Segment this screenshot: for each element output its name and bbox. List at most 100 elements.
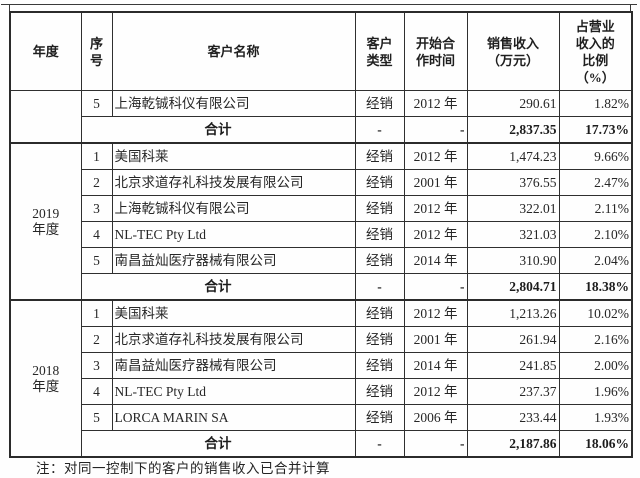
table-header-row: 年度 序 号 客户名称 客户 类型 开始合 作时间 销售收入 （万元） 占营业 … xyxy=(9,11,633,91)
cell-start-year: 2006 年 xyxy=(403,404,468,431)
header-seq: 序 号 xyxy=(80,11,113,91)
cell-seq: 3 xyxy=(80,352,113,379)
cell-year: 2018 年度 xyxy=(9,299,82,458)
cell-revenue: 1,474.23 xyxy=(466,142,560,170)
cell-start-year: 2014 年 xyxy=(403,247,468,274)
total-revenue: 2,837.35 xyxy=(466,116,560,144)
table-row: 5 南昌益灿医疗器械有限公司 经销 2014 年 310.90 2.04% xyxy=(10,247,633,274)
cell-customer-type: 经销 xyxy=(354,90,405,117)
cell-ratio: 1.93% xyxy=(558,404,633,431)
cell-seq: 5 xyxy=(80,404,113,431)
cell-revenue: 261.94 xyxy=(466,326,560,353)
cell-ratio: 2.10% xyxy=(558,221,633,248)
total-revenue: 2,804.71 xyxy=(466,273,560,301)
cell-customer-type: 经销 xyxy=(354,142,405,170)
cell-customer-name: 美国科莱 xyxy=(111,299,356,327)
table-row: 2 北京求道存礼科技发展有限公司 经销 2001 年 261.94 2.16% xyxy=(10,326,633,353)
cell-customer-type: 经销 xyxy=(354,195,405,222)
cell-ratio: 2.00% xyxy=(558,352,633,379)
table-left-border-fragment xyxy=(9,4,10,12)
cell-customer-name: NL-TEC Pty Ltd xyxy=(111,221,356,248)
total-type-dash: - xyxy=(354,430,405,458)
cell-seq: 4 xyxy=(80,221,113,248)
total-label: 合计 xyxy=(80,430,356,458)
cell-revenue: 322.01 xyxy=(466,195,560,222)
table-row: 2019 年度 1 美国科莱 经销 2012 年 1,474.23 9.66% xyxy=(9,142,633,301)
table-row: 5 上海乾铖科仪有限公司 经销 2012 年 290.61 1.82% xyxy=(9,90,633,144)
table-row: 3 南昌益灿医疗器械有限公司 经销 2014 年 241.85 2.00% xyxy=(10,352,633,379)
cell-customer-name: 北京求道存礼科技发展有限公司 xyxy=(111,169,356,196)
cell-start-year: 2014 年 xyxy=(403,352,468,379)
cell-ratio: 1.96% xyxy=(558,378,633,405)
header-revenue: 销售收入 （万元） xyxy=(466,11,560,91)
table-row: 3 上海乾铖科仪有限公司 经销 2012 年 322.01 2.11% xyxy=(10,195,633,222)
cell-seq: 5 xyxy=(80,90,113,117)
cell-customer-name: 南昌益灿医疗器械有限公司 xyxy=(111,247,356,274)
header-year: 年度 xyxy=(9,11,82,91)
table-note: 注：对同一控制下的客户的销售收入已合并计算 xyxy=(36,461,330,476)
cell-customer-type: 经销 xyxy=(354,247,405,274)
cell-customer-name: 北京求道存礼科技发展有限公司 xyxy=(111,326,356,353)
total-row: 合计 - -2,187.86 18.06% xyxy=(10,430,633,458)
cell-year: 2019 年度 xyxy=(9,142,82,301)
total-type-dash: - xyxy=(354,116,405,144)
cell-start-year: 2001 年 xyxy=(403,326,468,353)
total-label: 合计 xyxy=(80,273,356,301)
cell-ratio: 2.47% xyxy=(558,169,633,196)
cell-customer-type: 经销 xyxy=(354,352,405,379)
cell-customer-type: 经销 xyxy=(354,404,405,431)
total-ratio: 18.38% xyxy=(558,273,633,301)
cell-revenue: 233.44 xyxy=(466,404,560,431)
cell-seq: 2 xyxy=(80,326,113,353)
header-start: 开始合 作时间 xyxy=(403,11,468,91)
cell-seq: 1 xyxy=(80,142,113,170)
total-start-dash: - xyxy=(403,430,468,458)
total-ratio: 18.06% xyxy=(558,430,633,458)
cell-ratio: 2.16% xyxy=(558,326,633,353)
cell-start-year: 2012 年 xyxy=(403,221,468,248)
cell-ratio: 10.02% xyxy=(558,299,633,327)
cell-customer-name: LORCA MARIN SA xyxy=(111,404,356,431)
cell-customer-type: 经销 xyxy=(354,299,405,327)
cell-revenue: 321.03 xyxy=(466,221,560,248)
table-body: 5 上海乾铖科仪有限公司 经销 2012 年 290.61 1.82% 合计 - -2,837.… xyxy=(9,90,633,458)
cell-customer-name: 上海乾铖科仪有限公司 xyxy=(111,90,356,117)
cell-seq: 4 xyxy=(80,378,113,405)
cell-customer-type: 经销 xyxy=(354,221,405,248)
total-start-dash: - xyxy=(403,273,468,301)
cell-revenue: 1,213.26 xyxy=(466,299,560,327)
cell-revenue: 237.37 xyxy=(466,378,560,405)
header-ratio: 占营业 收入的 比例 （%） xyxy=(558,11,633,91)
cell-customer-name: 上海乾铖科仪有限公司 xyxy=(111,195,356,222)
cell-year xyxy=(9,90,82,144)
cell-revenue: 310.90 xyxy=(466,247,560,274)
cell-revenue: 290.61 xyxy=(466,90,560,117)
total-ratio: 17.73% xyxy=(558,116,633,144)
cell-seq: 3 xyxy=(80,195,113,222)
total-row: 合计 - -2,837.35 17.73% xyxy=(10,116,633,144)
cell-ratio: 1.82% xyxy=(558,90,633,117)
cell-start-year: 2012 年 xyxy=(403,195,468,222)
cell-revenue: 376.55 xyxy=(466,169,560,196)
cell-customer-type: 经销 xyxy=(354,378,405,405)
cell-seq: 5 xyxy=(80,247,113,274)
total-start-dash: - xyxy=(403,116,468,144)
total-label: 合计 xyxy=(80,116,356,144)
header-type: 客户 类型 xyxy=(354,11,405,91)
cell-revenue: 241.85 xyxy=(466,352,560,379)
cell-ratio: 9.66% xyxy=(558,142,633,170)
cell-ratio: 2.04% xyxy=(558,247,633,274)
cell-ratio: 2.11% xyxy=(558,195,633,222)
table-right-border-fragment xyxy=(630,4,631,12)
header-customer: 客户名称 xyxy=(111,11,356,91)
table-row: 2018 年度 1 美国科莱 经销 2012 年 1,213.26 10.02% xyxy=(9,299,633,458)
total-row: 合计 - -2,804.71 18.38% xyxy=(10,273,633,301)
cell-customer-type: 经销 xyxy=(354,169,405,196)
cell-customer-name: 南昌益灿医疗器械有限公司 xyxy=(111,352,356,379)
total-revenue: 2,187.86 xyxy=(466,430,560,458)
cell-seq: 1 xyxy=(80,299,113,327)
table-row: 4 NL-TEC Pty Ltd 经销 2012 年 321.03 2.10% xyxy=(10,221,633,248)
table-row: 2 北京求道存礼科技发展有限公司 经销 2001 年 376.55 2.47% xyxy=(10,169,633,196)
cell-customer-type: 经销 xyxy=(354,326,405,353)
